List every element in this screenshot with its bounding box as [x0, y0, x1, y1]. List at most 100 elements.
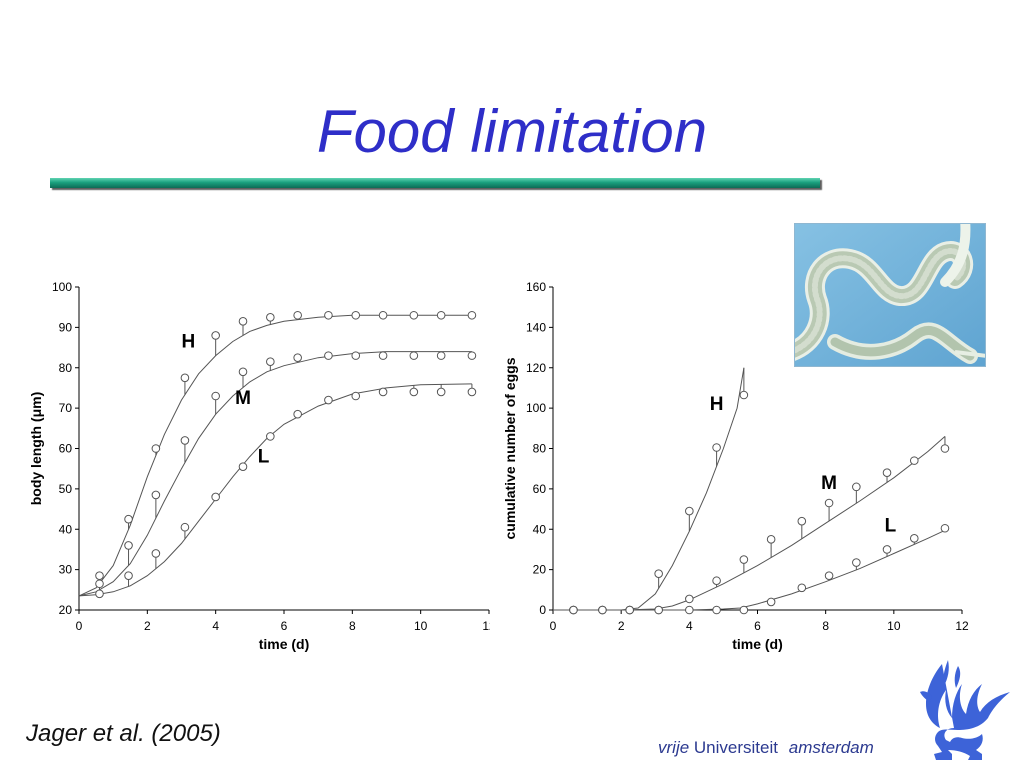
x-tick-label: 12: [482, 619, 490, 633]
y-tick-label: 70: [59, 401, 73, 415]
griffin-icon: [912, 656, 1016, 764]
series-L-model-line: [78, 383, 472, 597]
y-tick-label: 0: [539, 603, 546, 617]
series-L-model-line: [553, 529, 946, 611]
series-H-point: [151, 444, 161, 453]
y-axis-label: cumulative number of eggs: [502, 357, 518, 539]
series-H-point: [238, 317, 248, 326]
series-H-point: [739, 390, 749, 400]
series-H-point: [378, 310, 388, 320]
y-tick-label: 60: [533, 482, 547, 496]
series-M-point: [324, 351, 333, 360]
series-L-point: [712, 605, 721, 615]
x-tick-label: 4: [212, 619, 219, 633]
slide-title: Food limitation: [316, 98, 708, 165]
y-tick-label: 60: [59, 442, 73, 456]
series-M-point: [436, 351, 446, 360]
series-M-point: [824, 498, 834, 508]
x-tick-label: 2: [618, 619, 625, 633]
series-L-point: [238, 462, 248, 471]
y-tick-label: 100: [526, 401, 546, 415]
series-M-point: [180, 436, 190, 445]
series-L-point: [266, 432, 275, 441]
series-H-point: [467, 310, 477, 320]
x-tick-label: 0: [76, 619, 83, 633]
title-underline-bar: [50, 178, 820, 188]
series-L-point: [909, 534, 919, 543]
y-tick-label: 100: [52, 280, 72, 294]
y-tick-label: 20: [533, 563, 547, 577]
series-H-point: [266, 312, 275, 322]
series-L-point: [598, 605, 607, 615]
citation: Jager et al. (2005): [26, 720, 221, 747]
series-L-point: [151, 549, 161, 558]
series-H-point: [324, 310, 333, 320]
y-tick-label: 50: [59, 482, 73, 496]
series-L-label: L: [258, 447, 270, 468]
series-M-point: [238, 367, 248, 377]
series-L-point: [625, 605, 634, 615]
cumulative-eggs-chart-svg: 0 20 40 60 80 100 120 140 160 0 2 4 6 8 10 12 time (d) cu…: [502, 280, 969, 652]
series-L-point: [436, 387, 446, 397]
x-axis-label: time (d): [259, 636, 310, 652]
y-tick-label: 80: [59, 361, 73, 375]
series-M-point: [211, 391, 220, 401]
series-H-point: [211, 331, 220, 340]
series-L-point: [940, 523, 950, 533]
series-L-point: [824, 571, 834, 580]
series-L-point: [211, 492, 220, 502]
y-tick-label: 40: [59, 522, 73, 536]
series-M-point: [852, 482, 861, 492]
series-M-point: [378, 351, 388, 360]
series-H-point: [712, 443, 721, 452]
series-H-point: [180, 373, 190, 383]
series-H-point: [409, 310, 419, 320]
y-axis-label: body length (μm): [28, 392, 44, 506]
body-length-chart-svg: 20 30 40 50 60 70 80 90 100 0 2 4 6 8 10 12 time (d) body…: [28, 280, 496, 652]
series-L-point: [882, 545, 892, 554]
series-H-point: [293, 310, 302, 320]
series-L-label: L: [885, 515, 897, 536]
series-M-point: [739, 555, 749, 564]
x-tick-label: 12: [955, 619, 969, 633]
series-L-point: [654, 605, 663, 615]
series-M-point: [467, 351, 477, 360]
series-M-point: [882, 468, 892, 478]
series-M-point: [351, 351, 361, 360]
university-universiteit: Universiteit: [693, 738, 778, 757]
series-L-point: [685, 605, 694, 615]
series-H-point: [351, 310, 361, 320]
y-tick-label: 140: [526, 320, 546, 334]
series-H-label: H: [181, 332, 195, 353]
series-L-point: [378, 387, 388, 397]
x-tick-label: 0: [550, 619, 557, 633]
series-M-point: [124, 541, 133, 550]
x-tick-label: 8: [349, 619, 356, 633]
university-amsterdam: amsterdam: [788, 738, 874, 757]
series-M-point: [409, 351, 419, 360]
series-H-point: [436, 310, 446, 320]
x-tick-label: 10: [414, 619, 428, 633]
series-M-point: [151, 490, 161, 500]
series-M-point: [712, 576, 721, 586]
nematode-image: [795, 224, 985, 366]
body-length-chart: 20 30 40 50 60 70 80 90 100 0 2 4 6 8 10 12 time (d) body…: [20, 275, 496, 665]
series-L-point: [739, 605, 749, 615]
series-H-point: [124, 514, 133, 524]
series-M-point: [797, 516, 807, 526]
x-axis-label: time (d): [732, 636, 783, 652]
x-tick-label: 8: [822, 619, 829, 633]
university-wordmark: vrije Universiteit amsterdam: [658, 738, 874, 758]
series-M-point: [909, 456, 919, 465]
series-H-label: H: [710, 394, 724, 415]
series-L-point: [124, 571, 133, 580]
series-L-point: [324, 395, 333, 405]
series-M-point: [685, 594, 694, 604]
series-H-point: [95, 571, 104, 580]
series-M-point: [293, 353, 302, 362]
series-M-point: [266, 357, 275, 366]
x-tick-label: 4: [686, 619, 693, 633]
series-L-point: [467, 387, 477, 397]
y-tick-label: 30: [59, 563, 73, 577]
